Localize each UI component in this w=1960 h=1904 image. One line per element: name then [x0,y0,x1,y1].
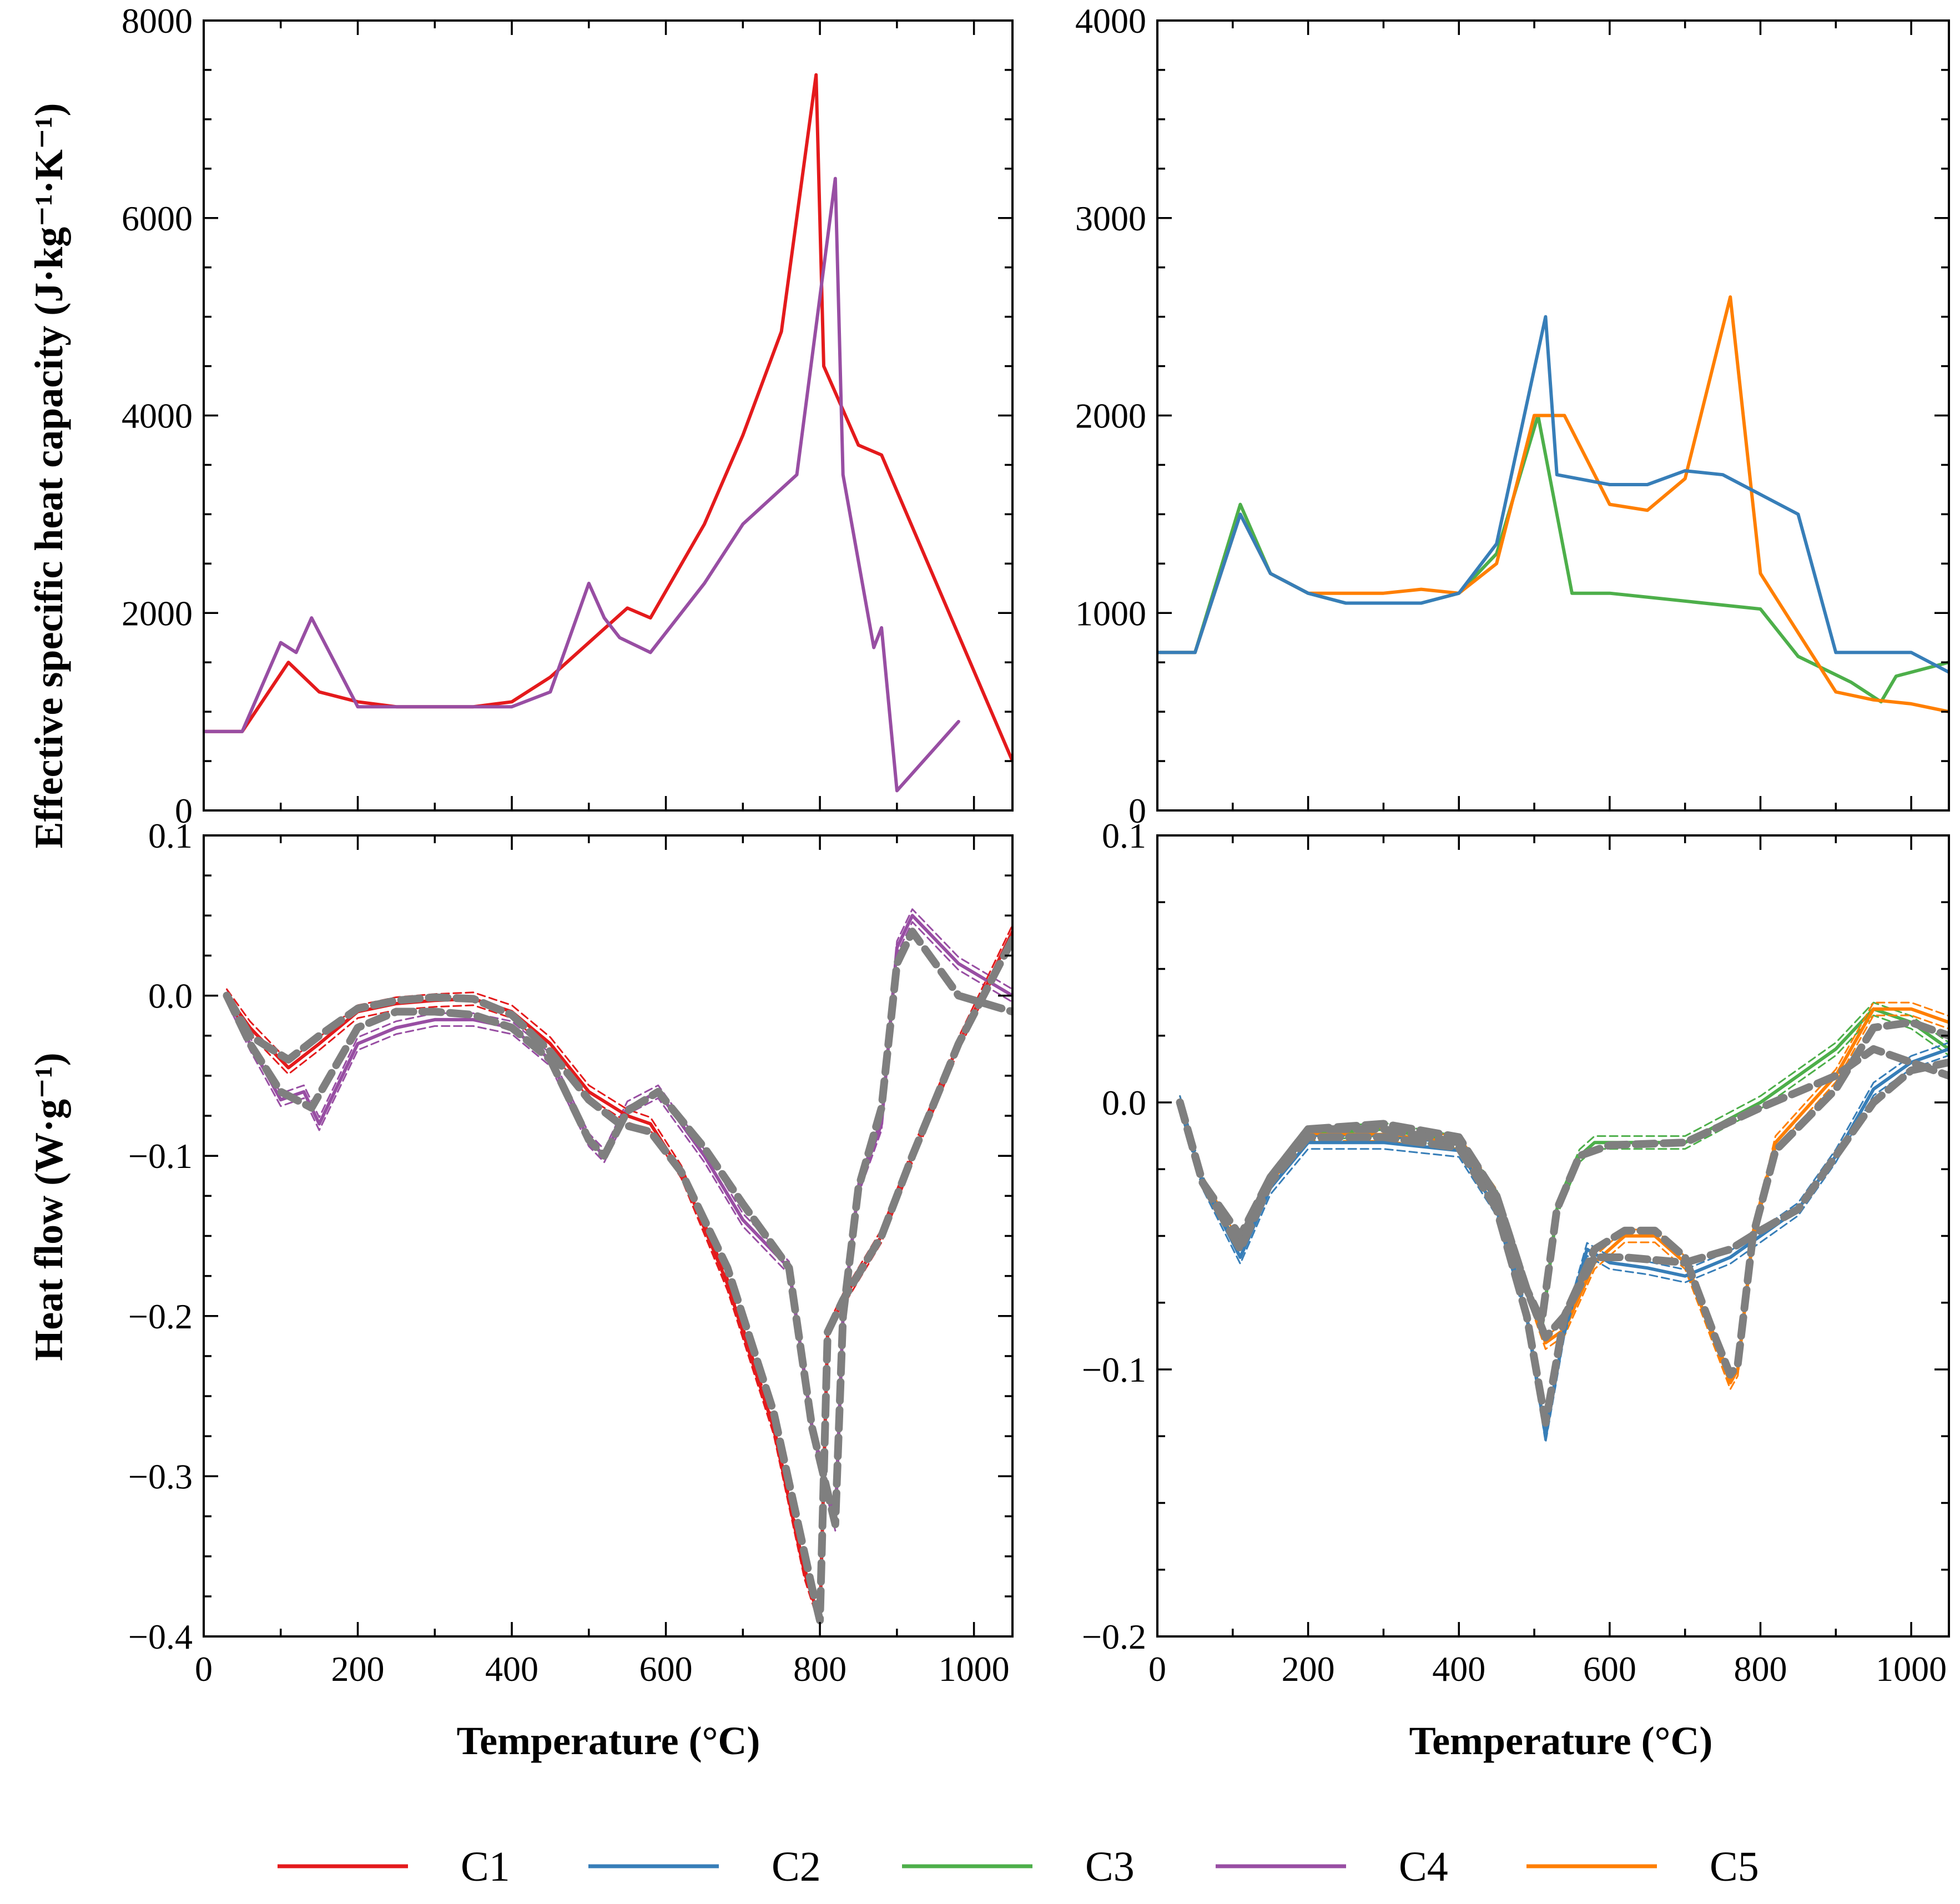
y-tick-label: −0.1 [1082,1350,1146,1389]
legend-label-c5: C5 [1710,1843,1759,1890]
y-tick-label: 0.1 [1102,816,1146,855]
series-group [1176,1001,1949,1444]
model-line-c4 [223,928,1012,1528]
series-line-c2 [1157,315,1949,674]
y-tick-label: 0.0 [148,976,193,1016]
y-tick-label: 1000 [1075,593,1146,633]
x-tick-label: 200 [331,1649,385,1689]
model-line-c5 [1176,1018,1949,1379]
legend-label-c2: C2 [772,1843,821,1890]
y-tick-label: 0.1 [148,816,193,855]
series-line-c3-replicate [1179,1014,1949,1337]
y-tick-label: 4000 [1075,1,1146,41]
model-line-c3 [1176,1045,1949,1326]
y-tick-label: 2000 [122,593,193,633]
panel-bottom-right: −0.2 −0.1 0.0 0.1 0 200 400 600 800 1000 [1082,816,1950,1689]
x-axis-title-right: Temperature (°C) [1409,1719,1713,1763]
y-axis-title-bottom: Heat flow (W·g⁻¹) [27,1052,71,1361]
x-tick-label: 400 [485,1649,538,1689]
x-tick-label: 800 [1734,1649,1787,1689]
legend-label-c1: C1 [461,1843,510,1890]
series-line-c4 [204,177,960,793]
series-line-c2-replicate [1179,1041,1949,1431]
y-tick-label: −0.2 [1082,1617,1146,1656]
series-group [204,73,1012,793]
y-tick-label: 2000 [1075,396,1146,436]
y-tick-label: −0.4 [128,1617,193,1656]
series-line-c2 [1178,1047,1949,1438]
y-tick-label: −0.1 [128,1136,193,1176]
x-axis-title-left: Temperature (°C) [457,1719,760,1763]
y-tick-label: 6000 [122,199,193,238]
series-line-c1 [204,73,1012,763]
x-tick-label: 1000 [939,1649,1010,1689]
series-line-c5 [1157,295,1949,714]
x-tick-label: 0 [195,1649,213,1689]
panel-top-right: 0 1000 2000 3000 4000 [1075,1,1950,830]
panel-top-left: 0 2000 4000 6000 8000 [122,1,1014,830]
x-tick-label: 800 [793,1649,847,1689]
series-line-c1 [225,930,1012,1623]
y-tick-label: −0.2 [128,1297,193,1336]
x-tick-label: 1000 [1876,1649,1947,1689]
legend-label-c4: C4 [1399,1843,1448,1890]
x-tick-label: 600 [639,1649,693,1689]
legend: C1 C2 C3 C4 C5 [278,1843,1759,1890]
y-tick-label: 8000 [122,1,193,41]
y-tick-label: 0 [1128,791,1146,830]
y-tick-label: 0 [175,791,193,830]
series-line-c2-replicate [1179,1054,1949,1444]
series-group [223,908,1012,1628]
legend-label-c3: C3 [1085,1843,1135,1890]
series-group [1157,295,1949,714]
y-tick-label: 0.0 [1102,1083,1146,1122]
axes-frame [203,834,1014,1638]
x-tick-label: 400 [1432,1649,1485,1689]
y-tick-label: 3000 [1075,199,1146,238]
y-tick-label: 4000 [122,396,193,436]
series-line-c1-replicate [226,937,1012,1628]
y-axis-title-top: Effective specific heat capacity (J·kg⁻¹… [27,103,71,849]
series-line-c1-replicate [226,924,1012,1615]
series-line-c3 [1157,414,1949,704]
model-line-c2 [1176,1058,1949,1427]
model-line-c1 [223,935,1012,1625]
panel-bottom-left: −0.4 −0.3 −0.2 −0.1 0.0 0.1 0 200 400 600 800 1000 [128,816,1014,1689]
x-tick-label: 600 [1583,1649,1636,1689]
y-tick-label: −0.3 [128,1457,193,1496]
x-tick-label: 0 [1148,1649,1166,1689]
x-tick-label: 200 [1282,1649,1335,1689]
